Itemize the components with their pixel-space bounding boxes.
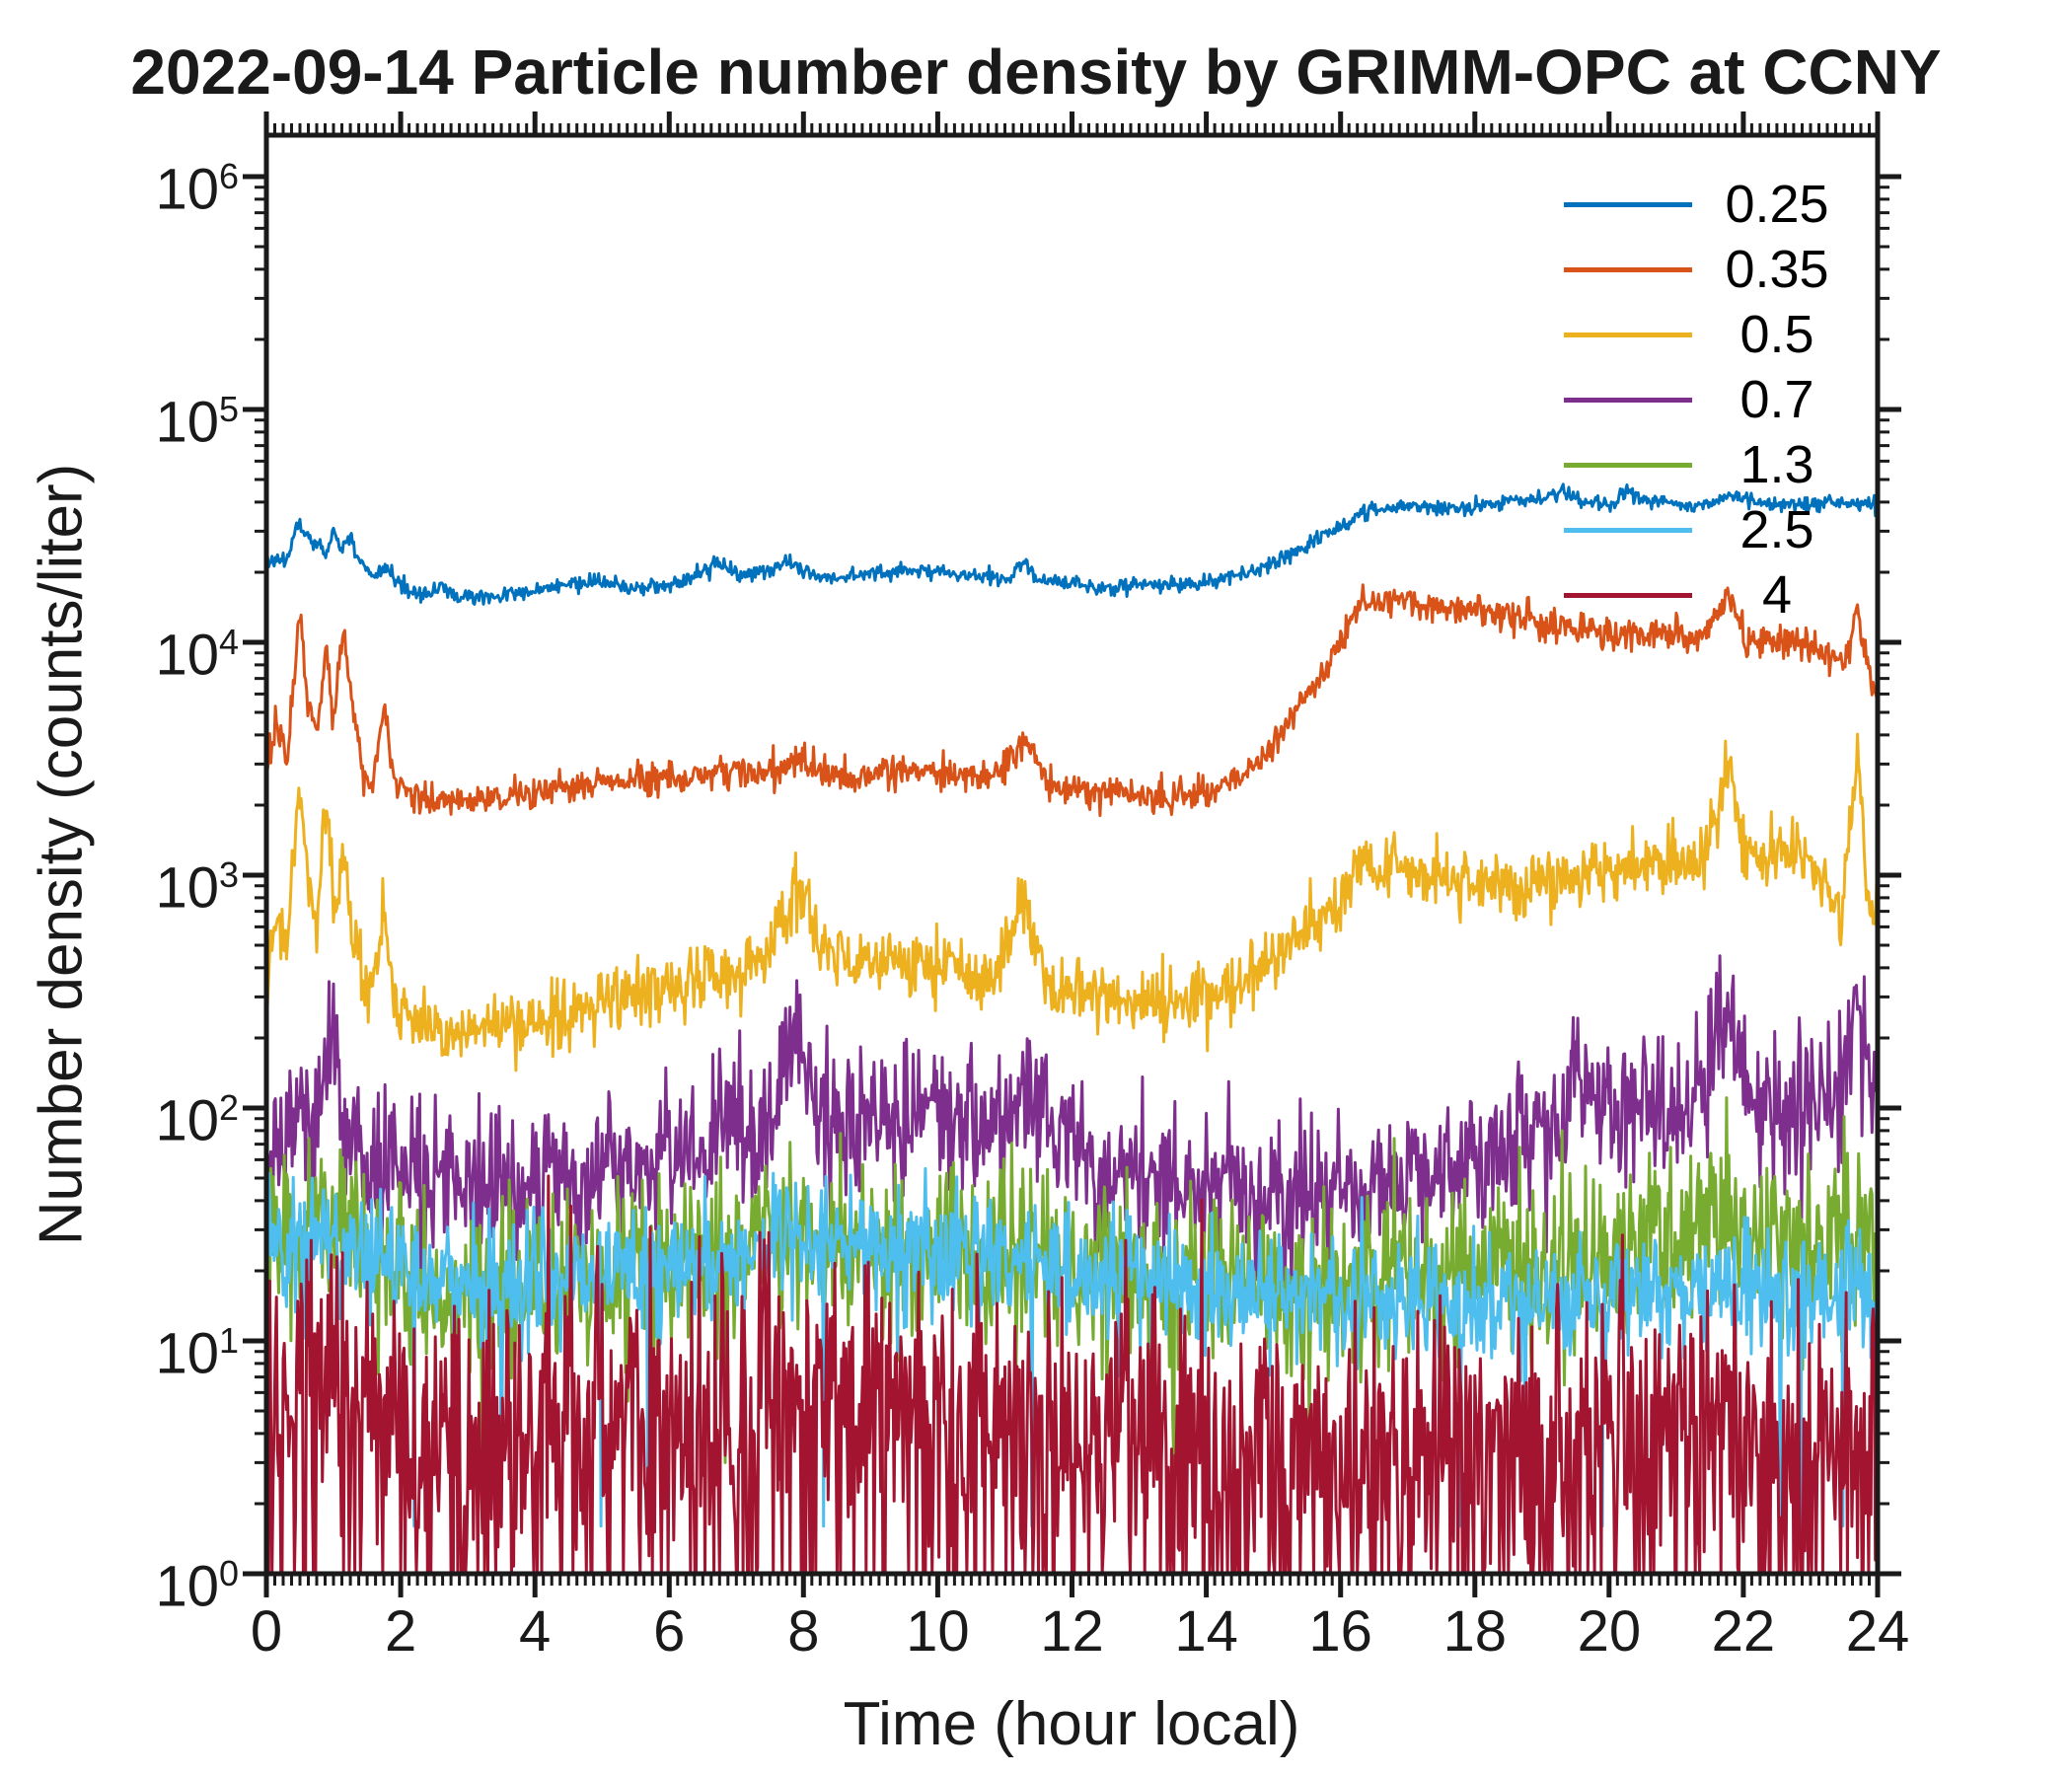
y-tick-label-1e2: 102 — [155, 1087, 239, 1153]
y-tick-label-1e6: 106 — [155, 156, 239, 222]
series-line-0.7 — [266, 954, 1878, 1306]
x-tick-label-24: 24 — [1845, 1599, 1910, 1664]
legend-line-sample — [1564, 527, 1692, 533]
series-line-0.25 — [266, 482, 1878, 606]
x-tick-label-6: 6 — [653, 1599, 686, 1664]
x-tick-label-14: 14 — [1174, 1599, 1238, 1664]
legend-entry-4: 4 — [1564, 562, 1862, 628]
y-tick-label-1e1: 101 — [155, 1320, 239, 1386]
x-tick-label-2: 2 — [384, 1599, 417, 1664]
x-tick-label-18: 18 — [1443, 1599, 1507, 1664]
legend-entry-1.3: 1.3 — [1564, 432, 1862, 497]
legend-entry-0.25: 0.25 — [1564, 172, 1862, 237]
x-tick-label-4: 4 — [519, 1599, 552, 1664]
minor-ticks — [255, 123, 1889, 1586]
axes-group — [243, 111, 1901, 1597]
legend-label: 1.3 — [1739, 435, 1814, 494]
series-line-0.35 — [266, 583, 1878, 817]
series-line-0.5 — [266, 732, 1878, 1073]
legend-line-sample — [1564, 266, 1692, 272]
legend-entry-0.5: 0.5 — [1564, 302, 1862, 367]
legend-entry-0.7: 0.7 — [1564, 367, 1862, 432]
legend-entry-0.35: 0.35 — [1564, 237, 1862, 302]
axes-box — [263, 132, 1881, 1577]
data-series-group — [266, 482, 1878, 1574]
legend-line-sample — [1564, 592, 1692, 598]
y-tick-label-1e0: 100 — [155, 1553, 239, 1619]
legend-label: 0.25 — [1725, 175, 1829, 234]
x-tick-label-20: 20 — [1577, 1599, 1642, 1664]
chart-title: 2022-09-14 Particle number density by GR… — [130, 37, 1942, 108]
y-tick-label-1e4: 104 — [155, 622, 239, 688]
series-line-4 — [266, 1174, 1878, 1574]
legend-label: 4 — [1761, 565, 1793, 625]
x-tick-label-12: 12 — [1040, 1599, 1104, 1664]
y-tick-label-1e3: 103 — [155, 854, 239, 921]
x-tick-label-22: 22 — [1711, 1599, 1776, 1664]
x-tick-label-8: 8 — [787, 1599, 820, 1664]
series-line-2.5 — [266, 1166, 1878, 1528]
legend-line-sample — [1564, 201, 1692, 207]
x-tick-label-0: 0 — [250, 1599, 283, 1664]
x-axis-label: Time (hour local) — [843, 1690, 1300, 1758]
legend-line-sample — [1564, 332, 1692, 337]
x-tick-label-16: 16 — [1308, 1599, 1372, 1664]
x-tick-label-10: 10 — [906, 1599, 970, 1664]
legend-entry-2.5: 2.5 — [1564, 497, 1862, 562]
major-ticks — [243, 111, 1901, 1597]
legend-line-sample — [1564, 462, 1692, 468]
legend-label: 0.5 — [1739, 305, 1814, 364]
legend-label: 2.5 — [1739, 500, 1814, 559]
legend-label: 0.35 — [1725, 240, 1829, 299]
y-tick-label-1e5: 105 — [155, 389, 239, 455]
legend-label: 0.7 — [1739, 370, 1814, 429]
legend-line-sample — [1564, 397, 1692, 403]
